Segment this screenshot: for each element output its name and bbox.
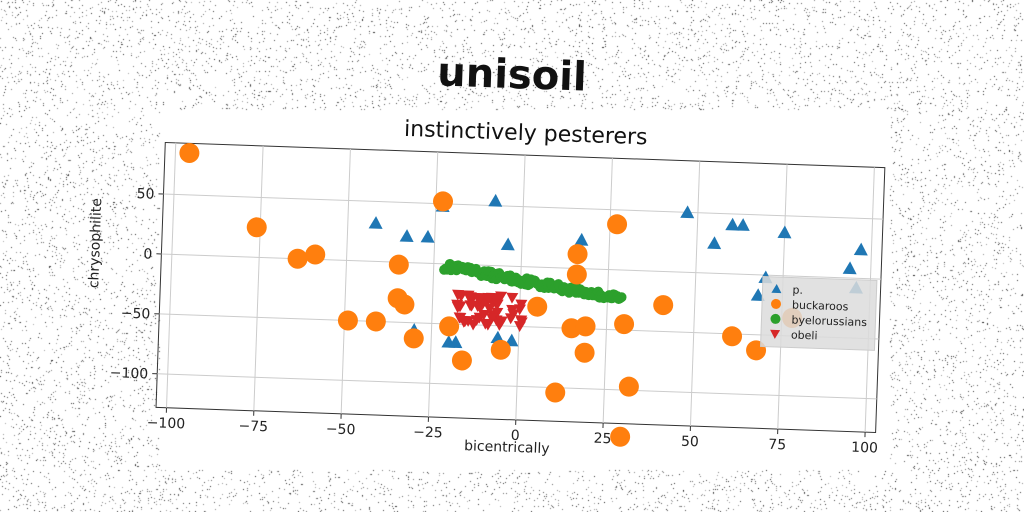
- buckaroos-point: [610, 426, 631, 447]
- buckaroos-point: [567, 244, 588, 265]
- obeli-point: [483, 303, 496, 315]
- x-grid-line: [253, 145, 264, 411]
- y-tick-label: 0: [143, 246, 152, 262]
- buckaroos-point: [607, 214, 628, 235]
- buckaroos-point: [179, 142, 200, 163]
- p-point: [574, 232, 589, 246]
- buckaroos-point: [403, 328, 424, 349]
- buckaroos-point: [388, 254, 409, 275]
- chart-subtitle: instinctively pesterers: [404, 117, 648, 150]
- legend-marker: [770, 329, 781, 339]
- p-point: [680, 205, 695, 219]
- obeli-point: [462, 290, 475, 302]
- legend-marker: [771, 283, 782, 294]
- x-tick-label: 75: [768, 437, 786, 454]
- x-axis-label: bicentrically: [464, 438, 550, 457]
- buckaroos-point: [618, 376, 639, 397]
- obeli-point: [482, 292, 495, 304]
- p-point: [368, 216, 383, 229]
- buckaroos-point: [451, 350, 472, 371]
- data-marks: [179, 142, 868, 447]
- buckaroos-point: [545, 382, 566, 403]
- obeli-point: [479, 318, 492, 330]
- x-grid-line: [166, 142, 177, 408]
- p-point: [777, 225, 792, 239]
- legend-label: obeli: [791, 328, 818, 342]
- p-point: [500, 237, 515, 251]
- obeli-point: [454, 312, 467, 324]
- legend-box: [760, 275, 878, 351]
- p-point: [420, 229, 435, 243]
- legend-marker: [770, 313, 781, 324]
- y-grid-line: [161, 253, 881, 280]
- p-point: [750, 288, 765, 302]
- legend-label: buckaroos: [792, 298, 849, 313]
- p-point: [707, 236, 722, 250]
- legend-marker: [771, 298, 782, 309]
- plot-area: −100 −75 −50 −25 0 25 50 75 100 −100 −50 0 50 instin…: [86, 117, 886, 457]
- obeli-point: [515, 299, 528, 311]
- p-point: [842, 261, 857, 275]
- buckaroos-point: [433, 191, 454, 212]
- obeli-point: [470, 315, 483, 327]
- buckaroos-point: [614, 314, 635, 335]
- x-grid-line: [427, 152, 439, 417]
- y-axis-label: chrysophilite: [86, 198, 105, 289]
- x-tick-label: 25: [593, 431, 611, 448]
- axis-ticks: −100 −75 −50 −25 0 25 50 75 100 −100 −50 0 50: [109, 186, 878, 457]
- buckaroos-point: [394, 294, 415, 315]
- y-grid-line: [157, 373, 877, 400]
- y-tick-label: 50: [136, 186, 154, 203]
- buckaroos-point: [439, 316, 460, 337]
- p-point: [725, 217, 740, 231]
- x-tick-label: 50: [681, 434, 699, 451]
- y-grid-line: [163, 193, 884, 220]
- byelorussians-point: [616, 292, 627, 303]
- p-point: [448, 335, 463, 349]
- legend-label: p.: [792, 284, 803, 297]
- obeli-point: [452, 289, 465, 301]
- x-tick-label: −75: [238, 418, 268, 435]
- p-point: [399, 229, 414, 242]
- obeli-point: [495, 316, 508, 328]
- buckaroos-point: [653, 295, 674, 316]
- obeli-point: [491, 307, 504, 319]
- obeli-point: [505, 313, 517, 325]
- buckaroos-point: [575, 316, 596, 337]
- buckaroos-point: [566, 264, 587, 285]
- x-grid-line: [689, 161, 701, 427]
- p-point: [853, 242, 868, 256]
- buckaroos-point: [574, 342, 595, 363]
- obeli-point: [506, 304, 519, 316]
- x-tick-label: 100: [851, 440, 878, 457]
- legend-label: byelorussians: [791, 313, 867, 329]
- x-grid-line: [340, 148, 351, 414]
- x-tick-label: −100: [146, 415, 185, 432]
- buckaroos-point: [337, 310, 358, 331]
- x-tick-label: −50: [326, 421, 356, 438]
- buckaroos-point: [527, 296, 548, 317]
- x-tick-label: 0: [511, 428, 520, 444]
- obeli-point: [465, 300, 478, 312]
- buckaroos-point: [722, 326, 743, 347]
- y-tick-label: −100: [109, 365, 148, 382]
- buckaroos-point: [365, 311, 386, 332]
- p-point: [488, 193, 503, 207]
- obeli-point: [506, 292, 519, 304]
- obeli-point: [491, 299, 504, 311]
- p-point: [735, 218, 750, 231]
- buckaroos-point: [287, 248, 308, 269]
- obeli-point: [485, 313, 498, 325]
- obeli-point: [473, 293, 486, 305]
- buckaroos-point: [490, 339, 511, 360]
- obeli-point: [451, 299, 464, 311]
- x-tick-label: −25: [413, 424, 443, 441]
- buckaroos-point: [246, 217, 267, 238]
- buckaroos-point: [305, 244, 326, 265]
- obeli-point: [513, 321, 526, 333]
- y-tick-label: −50: [120, 306, 150, 323]
